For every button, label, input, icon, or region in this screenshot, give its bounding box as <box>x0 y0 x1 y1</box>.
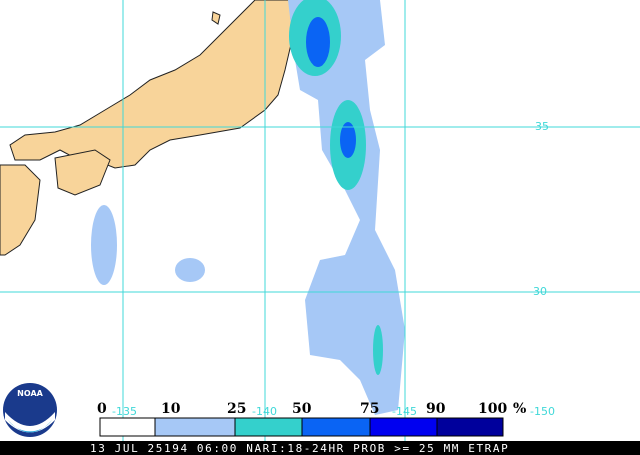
lon-label: -140 <box>252 405 277 418</box>
caption-bar <box>0 441 640 455</box>
legend-swatch <box>99 417 156 437</box>
legend-label: 90 <box>426 401 446 417</box>
legend-swatch <box>436 417 504 437</box>
lat-label: 30 <box>533 285 547 298</box>
legend: % 0 10 25 50 75 90 100 <box>97 401 526 437</box>
legend-label: 100 <box>478 401 507 417</box>
lat-label: 35 <box>535 120 549 133</box>
legend-swatch <box>369 417 438 437</box>
legend-label: 75 <box>360 401 379 417</box>
noaa-logo: NOAA <box>3 383 57 437</box>
legend-swatch <box>154 417 236 437</box>
legend-swatch <box>234 417 303 437</box>
legend-label: 0 <box>97 401 107 417</box>
legend-label: 50 <box>292 401 312 417</box>
logo-text: NOAA <box>17 389 43 398</box>
legend-label: 10 <box>161 401 181 417</box>
caption: 13 JUL 25194 06:00 NARI:18-24HR PROB >= … <box>90 442 509 455</box>
legend-swatch <box>301 417 371 437</box>
legend-unit: % <box>513 401 526 417</box>
lon-label: -145 <box>392 405 417 418</box>
precip-areas <box>91 0 405 415</box>
legend-label: 25 <box>227 401 246 417</box>
land <box>0 0 293 256</box>
lon-label: -150 <box>530 405 555 418</box>
graticule <box>0 0 640 441</box>
lon-label: -135 <box>112 405 137 418</box>
